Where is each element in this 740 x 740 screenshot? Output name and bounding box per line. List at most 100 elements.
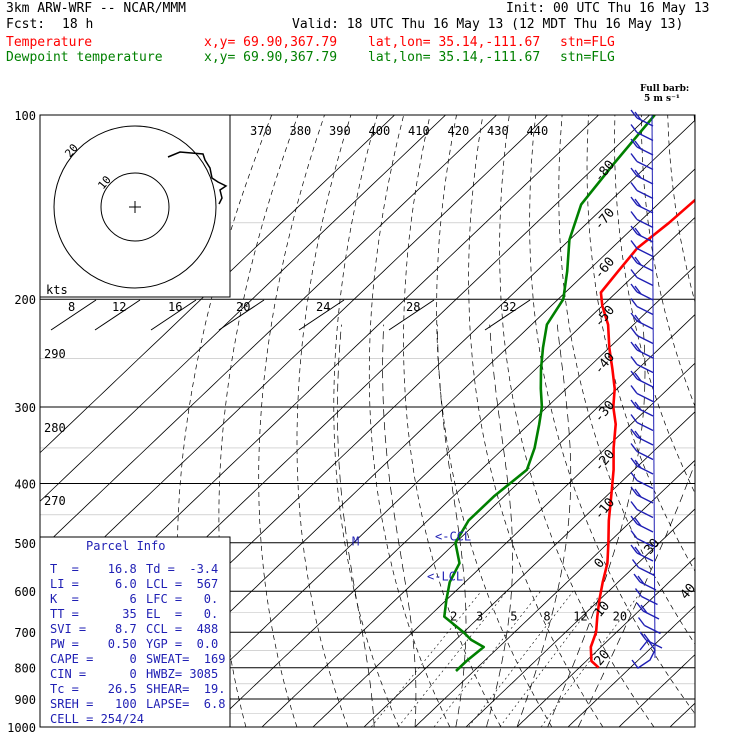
wind-barb-cluster bbox=[631, 638, 656, 669]
wind-barb-flag bbox=[630, 196, 638, 206]
parcel-row-7-right: HWBZ= 3085 bbox=[146, 667, 219, 681]
wind-barb bbox=[636, 262, 654, 272]
isotherm-line bbox=[516, 556, 695, 727]
wind-barb bbox=[636, 160, 654, 171]
wind-barb-flag bbox=[630, 254, 638, 264]
mixing-ratio-label: 5 bbox=[510, 609, 517, 623]
isotherm-line bbox=[414, 459, 695, 727]
isotherm-line bbox=[40, 115, 497, 551]
pressure-tick-label: 400 bbox=[14, 477, 36, 491]
parcel-row-9-right: LAPSE= 6.8 bbox=[146, 697, 226, 711]
wind-barb-flag bbox=[630, 501, 638, 510]
wind-barb bbox=[636, 421, 654, 432]
wind-barb-flag bbox=[639, 631, 647, 641]
hodograph-speed-label: 16 bbox=[168, 300, 182, 314]
dry-adiabat-line bbox=[667, 115, 695, 304]
moist-adiabat-line bbox=[382, 324, 417, 727]
dry-adiabat-line bbox=[586, 115, 695, 572]
parcel-row-2-right: LFC = 0. bbox=[146, 592, 219, 606]
ccl-marker: <-CCL bbox=[435, 529, 471, 543]
hodograph-speed-label: 32 bbox=[502, 300, 516, 314]
wind-barb bbox=[636, 537, 654, 548]
parcel-row-9-left: SREH = 100 bbox=[50, 697, 137, 711]
wind-barb-flag bbox=[630, 486, 638, 496]
legend-dewpoint-latlon: lat,lon= 35.14,-111.67 bbox=[368, 50, 541, 65]
legend-dewpoint-name: Dewpoint temperature bbox=[6, 50, 163, 65]
wind-barb-flag bbox=[630, 225, 638, 235]
wind-barb bbox=[636, 436, 654, 446]
dry-adiabat-line bbox=[258, 115, 325, 727]
parcel-row-1-left: LI = 6.0 bbox=[50, 577, 137, 591]
legend-temperature-latlon: lat,lon= 35.14,-111.67 bbox=[368, 35, 541, 50]
wind-barb bbox=[636, 450, 654, 461]
dry-adiabat-line bbox=[436, 115, 553, 727]
wind-barb-flag bbox=[634, 285, 642, 295]
mixing-ratio-label: 12 bbox=[573, 609, 587, 623]
wind-barb bbox=[636, 204, 654, 214]
parcel-row-2-left: K = 6 bbox=[50, 592, 137, 606]
wind-barb-flag bbox=[634, 430, 642, 440]
theta-label: 410 bbox=[408, 124, 430, 138]
wind-barb-flag bbox=[630, 385, 638, 394]
wind-barb bbox=[636, 523, 654, 533]
wind-barb-flag bbox=[634, 198, 642, 208]
plot-frame bbox=[39, 114, 696, 728]
isotherm-line bbox=[363, 411, 695, 727]
parcel-row-0-right: Td = -3.4 bbox=[146, 562, 219, 576]
wind-barb-flag bbox=[634, 588, 643, 597]
wind-barb-flag bbox=[630, 312, 638, 322]
wind-barb bbox=[636, 392, 654, 403]
dry-adiabat-line bbox=[176, 115, 273, 727]
wind-barb-flag bbox=[634, 227, 642, 237]
mixing-ratio-label: 20 bbox=[613, 609, 627, 623]
parcel-info-title: Parcel Info bbox=[86, 539, 166, 553]
dry-adiabat-line bbox=[693, 115, 695, 133]
wind-barb bbox=[636, 508, 654, 519]
wind-barb-flag bbox=[630, 138, 638, 148]
theta-left-label: 290 bbox=[44, 347, 66, 361]
parcel-row-0-left: T = 16.8 bbox=[50, 562, 137, 576]
hodograph-speed-label: 12 bbox=[112, 300, 126, 314]
wind-barb-flag bbox=[630, 356, 638, 365]
barb-legend-unit: 5 m s⁻¹ bbox=[644, 94, 680, 104]
parcel-row-1-right: LCL = 567 bbox=[146, 577, 219, 591]
isotherm-line bbox=[567, 605, 695, 727]
hodograph-ring-10 bbox=[100, 172, 170, 242]
wind-barb-flag bbox=[634, 140, 642, 150]
wind-barb-flag bbox=[630, 182, 638, 191]
moist-adiabat-line bbox=[486, 324, 513, 727]
parcel-row-8-left: Tc = 26.5 bbox=[50, 682, 137, 696]
wind-barb bbox=[636, 320, 654, 330]
mixing-ratio-line bbox=[468, 591, 574, 727]
dry-adiabat-line bbox=[721, 115, 740, 727]
wind-barb-flag bbox=[634, 459, 642, 469]
m-marker: M bbox=[352, 535, 359, 549]
wind-barb-flag bbox=[630, 530, 638, 539]
parcel-row-6-left: CAPE = 0 bbox=[50, 652, 137, 666]
wind-barb bbox=[636, 494, 654, 504]
pressure-tick-label: 200 bbox=[14, 293, 36, 307]
hodograph-ring-20 bbox=[53, 125, 217, 289]
wind-barb-flag bbox=[634, 546, 642, 556]
wind-barb bbox=[636, 407, 654, 417]
mixing-ratio-line bbox=[397, 591, 508, 727]
dry-adiabat-line bbox=[368, 115, 451, 727]
wind-barb-flag bbox=[630, 153, 638, 162]
wind-barb-flag bbox=[634, 517, 642, 527]
dry-adiabat-line bbox=[640, 115, 695, 408]
theta-label: 400 bbox=[369, 124, 391, 138]
wind-barb-flag bbox=[630, 457, 638, 467]
valid-time: Valid: 18 UTC Thu 16 May 13 (12 MDT Thu … bbox=[292, 17, 684, 32]
legend-temperature-name: Temperature bbox=[6, 35, 93, 50]
forecast-label: Fcst: bbox=[6, 17, 46, 32]
wind-barb-flag bbox=[634, 343, 642, 353]
mixing-ratio-label: 8 bbox=[543, 609, 550, 623]
hodograph-speed-label: 24 bbox=[316, 300, 330, 314]
lcl-marker: <-LCL bbox=[427, 570, 463, 584]
mixing-ratio-label: 3 bbox=[476, 609, 483, 623]
hodograph-speed-label: 20 bbox=[236, 300, 250, 314]
hodograph-speed-label: 28 bbox=[406, 300, 420, 314]
wind-barb bbox=[636, 479, 654, 490]
dry-adiabat-line bbox=[296, 115, 352, 727]
